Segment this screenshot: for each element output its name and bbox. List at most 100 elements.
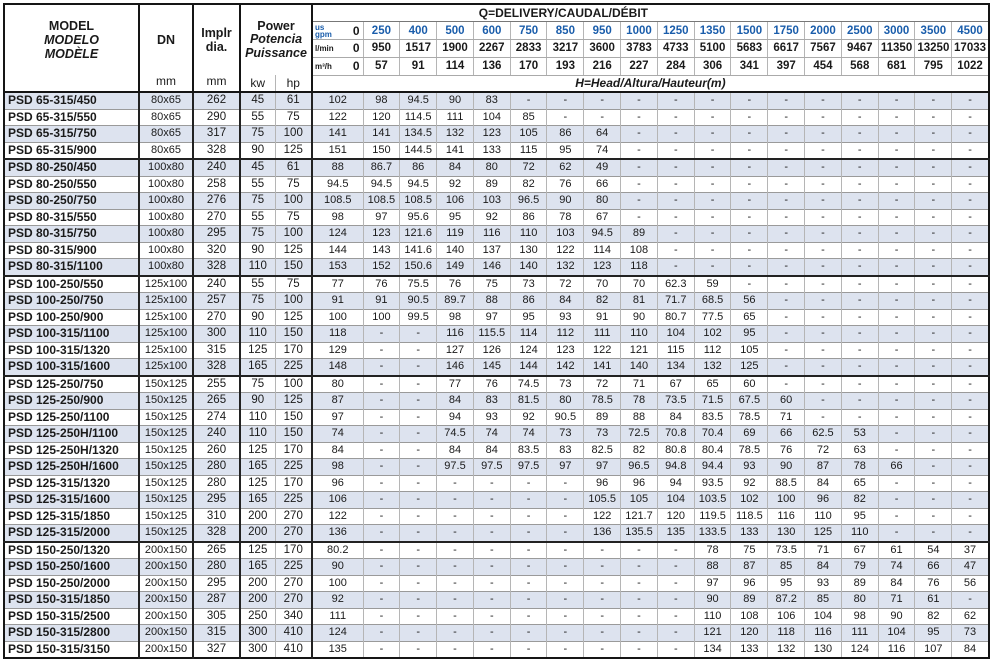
head-cell: 124 <box>841 640 879 658</box>
head-cell: - <box>363 341 401 359</box>
head-cell: - <box>914 474 953 492</box>
head-cell: 105 <box>730 341 769 359</box>
head-cell: 72 <box>510 158 548 176</box>
head-cell: 71 <box>804 541 842 559</box>
head-cell: - <box>878 491 916 508</box>
head-cell: - <box>804 308 842 326</box>
head-cell: - <box>804 341 842 359</box>
head-cell: - <box>473 524 511 543</box>
spec-row: PSD 65-315/550 80x65 290 55 75 122 120 114.5 111… <box>4 108 989 126</box>
head-cell: - <box>436 541 474 559</box>
head-cell: 141 <box>436 141 474 160</box>
dn-cell: 200x150 <box>139 640 194 658</box>
head-cell: 70 <box>583 275 622 293</box>
head-cell: 70.8 <box>657 425 695 442</box>
head-cell: - <box>951 91 989 109</box>
model-cell: PSD 150-250/1320 <box>4 541 140 559</box>
head-cell: - <box>363 425 401 442</box>
model-cell: PSD 80-250/750 <box>4 192 140 209</box>
head-cell: 67 <box>841 541 879 559</box>
head-cell: - <box>841 341 879 359</box>
kw-cell: 250 <box>240 607 276 625</box>
head-cell: - <box>620 574 658 592</box>
hp-cell: 125 <box>275 308 313 326</box>
head-cell: - <box>951 491 989 508</box>
head-cell: - <box>951 241 989 259</box>
head-cell: - <box>620 607 658 625</box>
kw-cell: 200 <box>240 591 276 608</box>
spec-row: PSD 125-315/1600 150x125 295 165 225 106- - - - -… <box>4 491 989 508</box>
head-cell: 78.5 <box>730 408 769 426</box>
head-cell: 134 <box>657 358 695 377</box>
head-cell: - <box>878 225 916 242</box>
hp-cell: 410 <box>275 624 313 641</box>
head-cell: - <box>510 624 548 641</box>
head-cell: 62.3 <box>657 275 695 293</box>
head-cell: - <box>914 141 953 160</box>
head-cell: 110 <box>804 507 842 525</box>
head-cell: 89.7 <box>436 292 474 309</box>
head-cell: - <box>510 91 548 109</box>
model-cell: PSD 125-315/1320 <box>4 474 140 492</box>
head-cell: - <box>878 292 916 309</box>
head-cell: - <box>546 108 585 126</box>
head-cell: 104 <box>657 491 695 508</box>
dn-cell: 150x125 <box>139 375 194 393</box>
flow-unit-label: l/min <box>315 43 334 53</box>
dia-cell: 327 <box>193 640 241 658</box>
model-cell: PSD 80-250/550 <box>4 175 140 193</box>
head-cell: 140 <box>620 358 658 377</box>
head-cell: 83 <box>546 441 585 459</box>
head-cell: 90 <box>546 192 585 209</box>
head-cell: 90 <box>620 308 658 326</box>
head-cell: 37 <box>951 541 989 559</box>
head-cell: - <box>767 325 806 342</box>
head-cell: 118 <box>620 258 658 277</box>
dn-cell: 150x125 <box>139 441 194 459</box>
head-cell: 76 <box>767 441 806 459</box>
head-cell: - <box>363 574 401 592</box>
model-cell: PSD 80-250/450 <box>4 158 140 176</box>
flow-value-cell: 1250 <box>657 21 695 41</box>
head-cell: 144 <box>312 241 364 259</box>
head-cell: 76 <box>546 175 585 193</box>
head-cell: - <box>657 624 695 641</box>
head-cell: 59 <box>694 275 732 293</box>
head-cell: - <box>878 341 916 359</box>
head-cell: 124 <box>510 341 548 359</box>
head-cell: 100 <box>767 491 806 508</box>
head-cell: 54 <box>914 541 953 559</box>
model-cell: PSD 80-315/900 <box>4 241 140 259</box>
head-cell: - <box>546 607 585 625</box>
model-cell: PSD 125-250/750 <box>4 375 140 393</box>
model-cell: PSD 125-250H/1320 <box>4 441 140 459</box>
head-cell: 141.6 <box>399 241 438 259</box>
dn-unit: mm <box>156 74 176 88</box>
head-cell: 85 <box>510 108 548 126</box>
head-cell: 132 <box>436 125 474 142</box>
head-cell: - <box>694 225 732 242</box>
head-cell: 70 <box>620 275 658 293</box>
head-cell: 84 <box>804 558 842 575</box>
flow-value-cell: 3217 <box>546 39 585 58</box>
dn-cell: 150x125 <box>139 392 194 409</box>
head-cell: 115 <box>657 341 695 359</box>
head-cell: 67.5 <box>730 392 769 409</box>
head-cell: - <box>399 607 438 625</box>
head-cell: 83 <box>473 392 511 409</box>
head-cell: - <box>951 225 989 242</box>
head-cell: - <box>473 491 511 508</box>
hp-cell: 225 <box>275 358 313 377</box>
head-cell: 100 <box>363 308 401 326</box>
head-cell: - <box>878 441 916 459</box>
head-cell: - <box>583 640 622 658</box>
head-cell: 86 <box>546 125 585 142</box>
hp-cell: 61 <box>275 158 313 176</box>
dia-cell: 300 <box>193 325 241 342</box>
head-cell: 143 <box>363 241 401 259</box>
flow-value-cell: 3000 <box>878 21 916 41</box>
head-cell: - <box>804 392 842 409</box>
head-cell: - <box>657 558 695 575</box>
model-cell: PSD 65-315/450 <box>4 91 140 109</box>
flow-value-cell: 1022 <box>951 57 989 76</box>
